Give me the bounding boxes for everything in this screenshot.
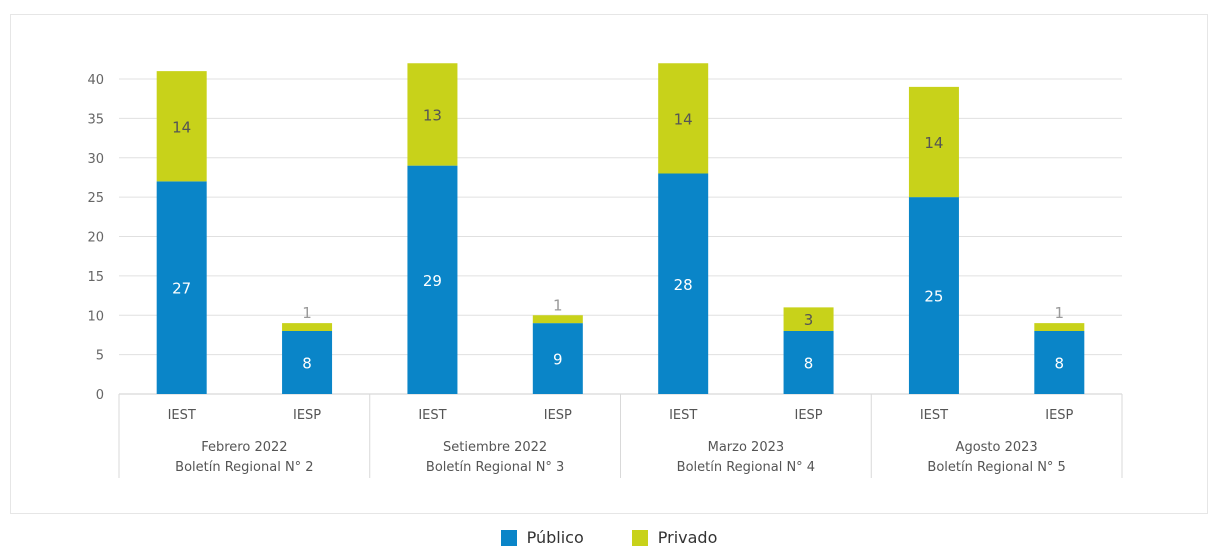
data-label-publico: 25 (924, 288, 943, 306)
y-tick-label: 5 (96, 349, 104, 364)
group-label-bulletin: Boletín Regional N° 5 (927, 460, 1065, 475)
data-label-publico: 9 (553, 351, 563, 369)
bar-privado (407, 63, 458, 166)
data-label-privado: 1 (1055, 304, 1065, 322)
x-category-label: IEST (920, 408, 948, 423)
stacked-bar-chart: 0 5 10 15 20 25 30 35 40 27 14 IEST 8 1 IESP Febrero 20… (87, 63, 1123, 478)
x-category-label: IESP (544, 408, 572, 423)
data-label-publico: 8 (1055, 355, 1065, 373)
data-label-privado: 14 (674, 110, 693, 128)
y-tick-label: 15 (87, 270, 104, 285)
x-category-label: IESP (1045, 408, 1073, 423)
data-label-publico: 8 (804, 355, 814, 373)
y-tick-label: 0 (96, 388, 104, 403)
legend-swatch-privado (631, 529, 648, 546)
x-category-label: IESP (794, 408, 822, 423)
group-label-period: Marzo 2023 (708, 440, 785, 455)
bar-privado (908, 86, 959, 198)
bar-publico (783, 331, 834, 394)
y-tick-label: 20 (87, 231, 104, 246)
bar-privado (658, 63, 709, 174)
group-label-period: Febrero 2022 (201, 440, 287, 455)
bar-publico (156, 181, 207, 394)
bar-privado (156, 71, 207, 182)
data-label-privado: 14 (172, 118, 191, 136)
bar-privado (783, 307, 834, 331)
data-label-publico: 27 (172, 280, 191, 298)
bar-publico (282, 331, 333, 394)
data-label-privado: 13 (423, 106, 442, 124)
legend: Público Privado (0, 528, 1218, 547)
data-label-publico: 28 (674, 276, 693, 294)
legend-swatch-publico (500, 529, 517, 546)
x-category-label: IEST (168, 408, 196, 423)
x-category-label: IESP (293, 408, 321, 423)
bar-privado (1034, 323, 1085, 331)
group-label-bulletin: Boletín Regional N° 3 (426, 460, 564, 475)
legend-item-publico: Público (500, 528, 584, 547)
data-label-privado: 1 (553, 296, 563, 314)
bar-publico (407, 165, 458, 394)
y-tick-label: 30 (87, 152, 104, 167)
data-label-privado: 3 (804, 311, 814, 329)
bar-publico (1034, 331, 1085, 394)
group-label-period: Agosto 2023 (956, 440, 1038, 455)
y-tick-label: 35 (87, 112, 104, 127)
y-tick-label: 40 (87, 73, 104, 88)
x-category-label: IEST (669, 408, 697, 423)
legend-label-publico: Público (526, 528, 584, 547)
chart-frame (10, 14, 1208, 514)
bar-publico (658, 173, 709, 394)
data-label-publico: 29 (423, 272, 442, 290)
data-label-privado: 14 (924, 134, 943, 152)
bar-publico (532, 323, 583, 394)
legend-item-privado: Privado (631, 528, 718, 547)
group-label-bulletin: Boletín Regional N° 4 (677, 460, 815, 475)
data-label-privado: 1 (302, 304, 312, 322)
y-tick-label: 25 (87, 191, 104, 206)
group-label-bulletin: Boletín Regional N° 2 (175, 460, 313, 475)
bar-privado (532, 315, 583, 324)
bar-privado (282, 323, 333, 331)
x-category-label: IEST (418, 408, 446, 423)
data-label-publico: 8 (302, 355, 312, 373)
group-label-period: Setiembre 2022 (443, 440, 547, 455)
y-tick-label: 10 (87, 309, 104, 324)
bar-publico (908, 197, 959, 394)
legend-label-privado: Privado (657, 528, 718, 547)
